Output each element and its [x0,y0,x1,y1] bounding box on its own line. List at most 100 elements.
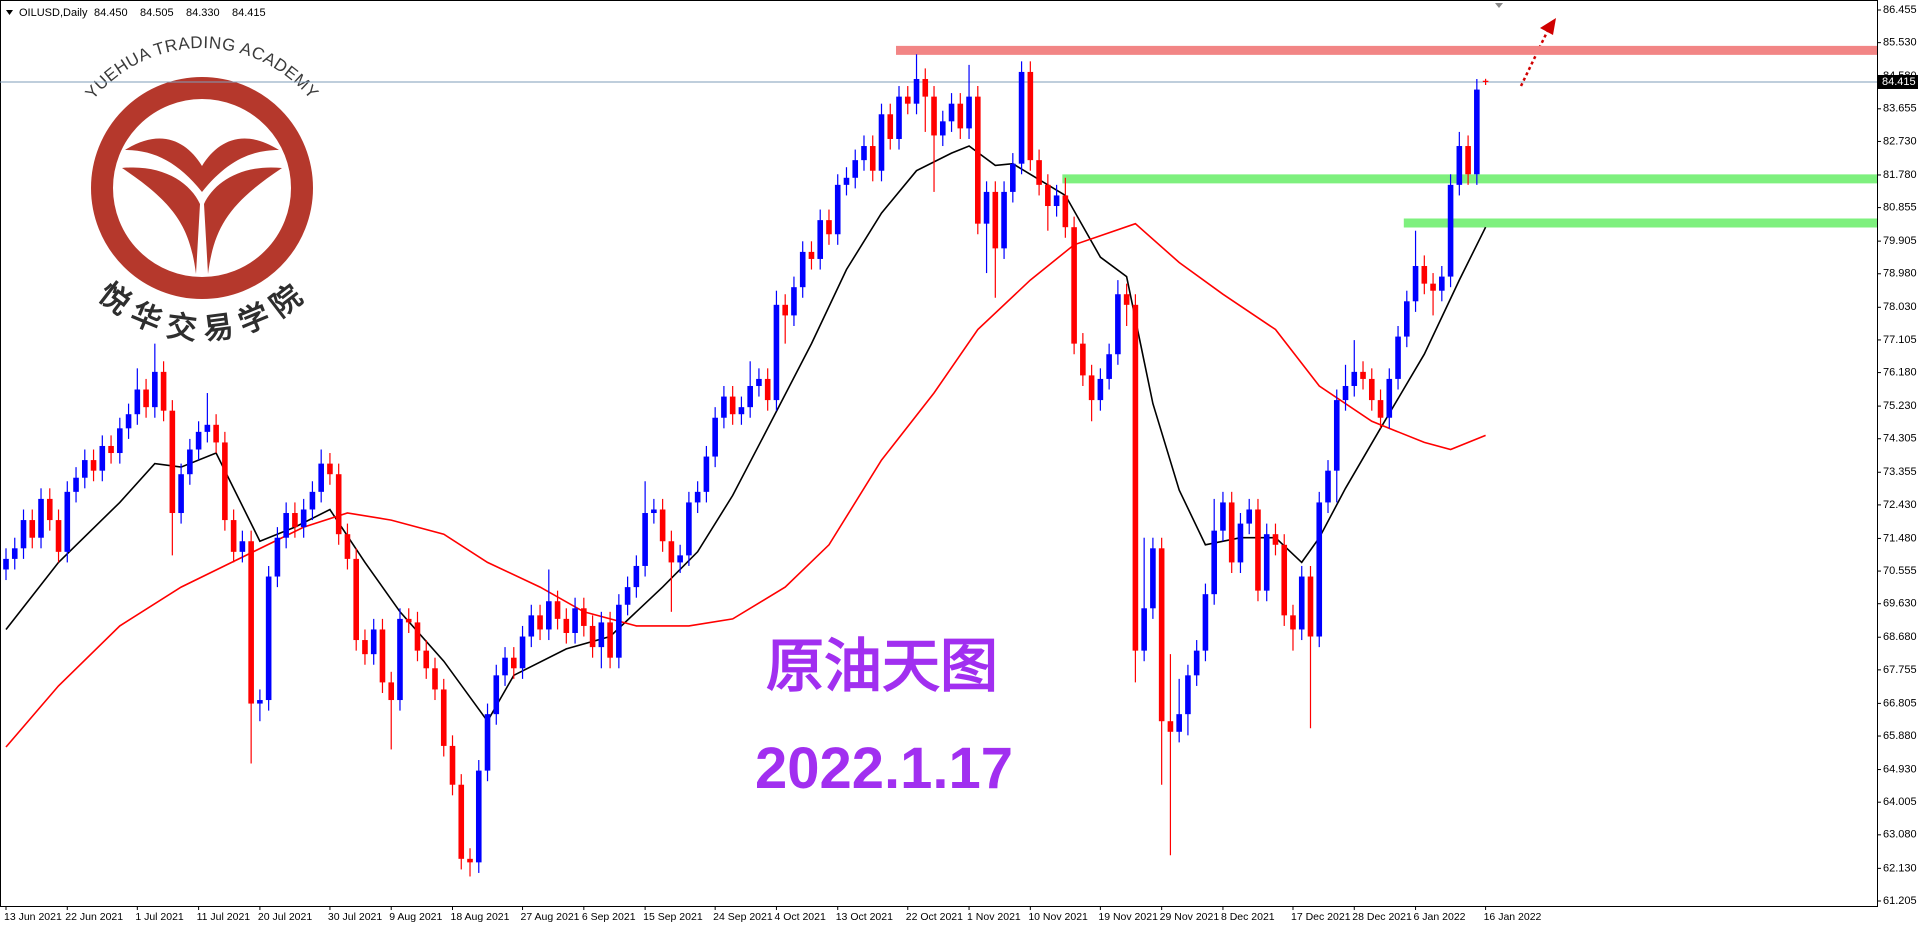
y-tick-label: 83.655 [1883,103,1917,115]
candle-body [1333,400,1340,471]
candle-body [370,629,377,655]
x-tick-label: 28 Dec 2021 [1352,911,1412,923]
candle-body [344,534,351,559]
candle-body [817,220,824,259]
candle-body [178,474,184,514]
candle-body [300,509,307,528]
candle-body [756,378,762,386]
x-tick-label: 6 Jan 2022 [1414,911,1466,923]
candle-body [152,371,158,408]
candle-body [633,565,640,588]
candle-body [589,625,596,648]
candle-body [703,456,710,492]
candle-body [1395,336,1401,379]
candle-body [624,587,631,605]
candle-body [1176,714,1182,732]
logo-ring [91,77,313,299]
y-tick-label: 85.530 [1883,37,1917,49]
candle-body [1106,354,1112,379]
last-price-label: 84.415 [1882,76,1916,88]
y-tick-label: 77.105 [1883,334,1917,346]
y-tick-label: 69.630 [1883,598,1917,610]
y-tick-label: 86.455 [1883,4,1917,16]
candle-body [230,520,237,552]
candle-body [213,424,219,443]
y-tick-label: 68.680 [1883,631,1917,643]
candle-body [668,541,675,563]
candle-body [248,541,254,704]
candle-body [1220,502,1226,531]
y-tick-label: 79.905 [1883,235,1917,247]
candle-body [3,558,9,570]
last-price-box [1878,74,1918,89]
candle-body [747,385,753,408]
candle-body [1036,160,1042,185]
candle-body [1474,89,1480,175]
y-tick-label: 70.555 [1883,565,1917,577]
candle-body [799,251,806,288]
candle-body [729,396,736,415]
candle-body [257,700,263,704]
x-tick-label: 19 Nov 2021 [1098,911,1158,923]
y-tick-label: 64.930 [1883,763,1917,775]
header-triangle [6,10,13,15]
y-tick-label: 82.730 [1883,135,1917,147]
candle-body [160,371,167,411]
candle-body [46,498,53,521]
candle-body [1062,195,1069,228]
candle-body [222,442,228,521]
candle-body [1482,80,1489,82]
candle-body [1465,146,1471,175]
candle-body [484,714,491,771]
candle-body [554,601,561,619]
candle-body [616,604,622,658]
candle-body [20,520,27,549]
x-tick-label: 27 Aug 2021 [521,911,580,923]
y-tick-label: 71.480 [1883,532,1917,544]
candle-body [913,78,920,104]
plot-frame [0,0,1878,907]
candle-body [38,498,44,538]
y-tick-label: 65.880 [1883,730,1917,742]
candle-body [546,601,552,630]
x-tick-label: 9 Aug 2021 [389,911,442,923]
y-tick-label: 80.855 [1883,202,1917,214]
candle-body [292,513,298,528]
candle-body [493,675,500,715]
candle-body [904,96,911,104]
candle-body [966,96,972,129]
candle-body [64,491,71,552]
x-tick-label: 13 Jun 2021 [4,911,62,923]
candle-body [318,463,324,492]
candle-body [1404,301,1410,337]
x-tick-label: 13 Oct 2021 [836,911,893,923]
x-tick-label: 24 Sep 2021 [713,911,773,923]
x-tick-label: 22 Jun 2021 [65,911,123,923]
x-tick-label: 6 Sep 2021 [582,911,636,923]
candle-body [852,160,859,178]
candle-body [834,184,841,235]
candle-body [405,618,412,623]
candle-body [861,146,867,161]
candle-body [826,220,832,235]
candle-body [475,770,482,863]
candle-body [1167,721,1174,732]
candle-body [983,191,990,224]
candle-body [642,513,648,566]
candle-body [239,541,246,552]
candle-body [1430,283,1436,291]
candle-body [738,407,745,415]
candle-body [1368,378,1375,401]
y-tick-label: 72.430 [1883,499,1917,511]
candle-body [1211,530,1217,595]
candle-body [1298,576,1305,630]
candle-body [537,615,543,630]
candle-body [117,428,123,454]
candle-body [1377,400,1384,418]
candle-body [1386,378,1393,418]
candle-body [1045,184,1051,207]
candle-body [1316,502,1323,637]
candle-body [1071,227,1077,344]
scroll-marker [1495,3,1503,8]
candle-body [1246,509,1253,524]
